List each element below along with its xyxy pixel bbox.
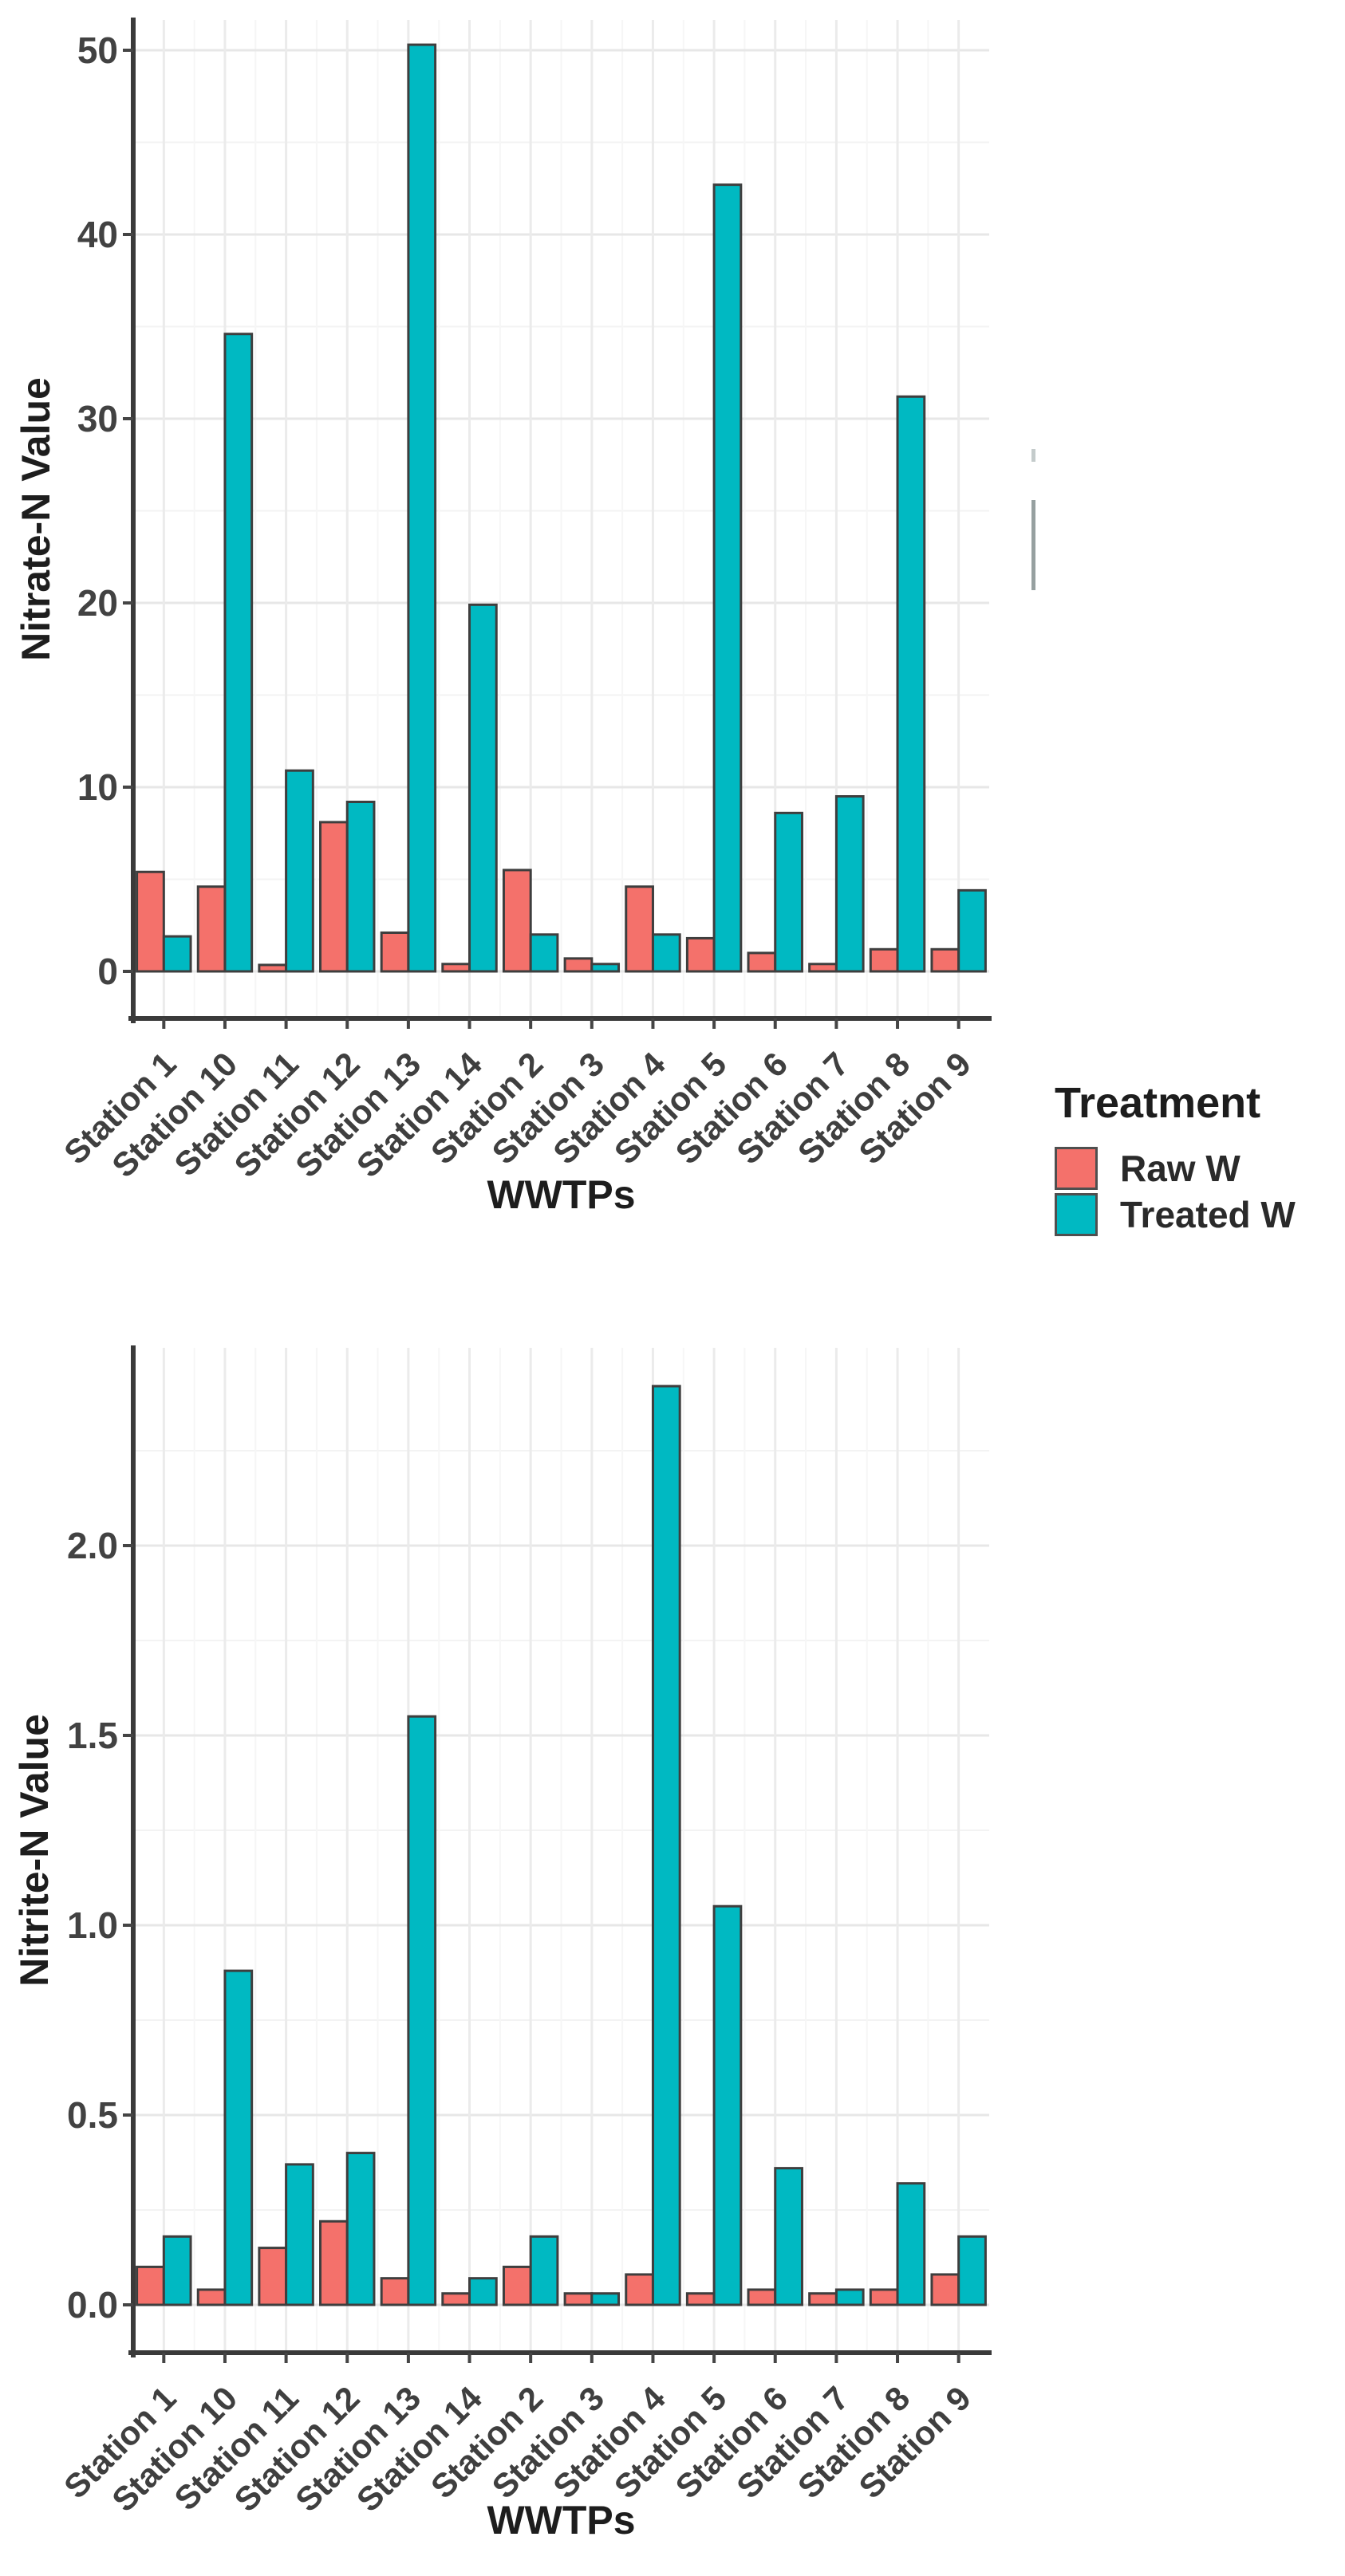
legend-label-raw-w: Raw W	[1120, 1148, 1240, 1189]
bar-raw-w-station-10	[196, 885, 227, 973]
y-tick-label: 30	[77, 398, 118, 439]
bar-treated-w-station-12	[345, 800, 376, 973]
y-tick-label: 0	[97, 951, 118, 992]
legend-label-treated-w: Treated W	[1120, 1194, 1296, 1235]
bar-treated-w-station-10	[223, 333, 254, 973]
bar-raw-w-station-6	[747, 2288, 777, 2306]
bar-raw-w-station-3	[563, 957, 594, 973]
bar-treated-w-station-5	[712, 1904, 743, 2306]
bar-treated-w-station-3	[590, 963, 621, 973]
y-axis-title: Nitrate-N Value	[14, 377, 58, 661]
bar-raw-w-station-4	[625, 885, 654, 973]
bar-treated-w-station-8	[896, 395, 926, 973]
bar-raw-w-station-7	[808, 2292, 838, 2306]
y-tick-label: 0.5	[67, 2094, 118, 2136]
legend-swatch-treated-w	[1055, 1193, 1098, 1236]
bar-treated-w-station-4	[651, 1385, 681, 2306]
bar-raw-w-station-13	[380, 2277, 410, 2306]
bar-treated-w-station-13	[407, 1715, 437, 2306]
bar-raw-w-station-5	[685, 2292, 716, 2306]
bar-raw-w-station-7	[808, 963, 838, 973]
stray-mark	[1031, 449, 1035, 462]
y-tick-label: 0.0	[67, 2284, 118, 2326]
bar-treated-w-station-11	[285, 769, 314, 973]
bar-treated-w-station-11	[285, 2163, 314, 2306]
bar-treated-w-station-1	[162, 2235, 192, 2306]
bar-raw-w-station-9	[930, 2273, 960, 2306]
bar-treated-w-station-2	[529, 933, 559, 973]
bar-treated-w-station-7	[834, 795, 865, 973]
bar-treated-w-station-1	[162, 935, 192, 973]
y-tick-label: 1.0	[67, 1904, 118, 1946]
treatment-legend: Treatment Raw W Treated W	[1055, 1078, 1296, 1238]
x-axis-title: WWTPs	[487, 2498, 635, 2543]
bar-raw-w-station-6	[747, 951, 777, 973]
bar-treated-w-station-13	[407, 43, 437, 973]
bar-treated-w-station-12	[345, 2152, 376, 2306]
y-tick-label: 10	[77, 766, 118, 808]
bar-raw-w-station-11	[258, 2247, 288, 2306]
bar-raw-w-station-12	[319, 821, 349, 973]
bar-raw-w-station-14	[441, 963, 471, 973]
bar-raw-w-station-12	[319, 2220, 349, 2306]
bar-raw-w-station-10	[196, 2288, 227, 2306]
bar-treated-w-station-8	[896, 2182, 926, 2306]
bar-raw-w-station-8	[869, 2288, 899, 2306]
bar-raw-w-station-5	[685, 936, 716, 973]
bar-treated-w-station-4	[651, 933, 681, 973]
legend-swatch-raw-w	[1055, 1147, 1098, 1190]
legend-title: Treatment	[1055, 1079, 1261, 1127]
bar-treated-w-station-14	[468, 603, 498, 973]
y-tick-label: 40	[77, 214, 118, 255]
y-tick-label: 50	[77, 30, 118, 71]
bar-raw-w-station-9	[930, 947, 960, 973]
bar-treated-w-station-9	[957, 888, 987, 973]
bar-treated-w-station-7	[834, 2288, 865, 2306]
bar-treated-w-station-14	[468, 2277, 498, 2306]
bar-raw-w-station-1	[136, 870, 165, 973]
bar-raw-w-station-4	[625, 2273, 654, 2306]
bar-treated-w-station-5	[712, 183, 743, 973]
y-tick-label: 1.5	[67, 1715, 118, 1756]
legend-item-raw-w: Raw W	[1055, 1145, 1296, 1191]
bar-treated-w-station-6	[774, 2167, 803, 2306]
bar-raw-w-station-11	[258, 963, 288, 973]
y-axis-title: Nitrite-N Value	[12, 1714, 57, 1987]
bar-treated-w-station-6	[774, 811, 803, 973]
bar-treated-w-station-3	[590, 2292, 621, 2306]
legend-item-treated-w: Treated W	[1055, 1191, 1296, 1238]
stray-mark	[1031, 500, 1035, 590]
x-axis-title: WWTPs	[487, 1172, 635, 1217]
y-tick-label: 2.0	[67, 1525, 118, 1566]
bar-raw-w-station-13	[380, 931, 410, 973]
bar-raw-w-station-1	[136, 2265, 165, 2306]
bar-raw-w-station-8	[869, 947, 899, 973]
bar-raw-w-station-14	[441, 2292, 471, 2306]
bar-treated-w-station-9	[957, 2235, 987, 2306]
bar-treated-w-station-2	[529, 2235, 559, 2306]
bar-raw-w-station-3	[563, 2292, 594, 2306]
bar-raw-w-station-2	[502, 869, 532, 973]
bar-raw-w-station-2	[502, 2265, 532, 2306]
bar-treated-w-station-10	[223, 1969, 254, 2306]
y-tick-label: 20	[77, 582, 118, 624]
